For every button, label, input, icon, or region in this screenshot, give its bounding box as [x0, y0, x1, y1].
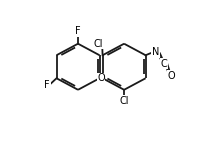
Text: O: O [167, 71, 175, 81]
Text: Cl: Cl [119, 96, 129, 106]
Text: F: F [44, 80, 50, 90]
Text: O: O [97, 73, 105, 83]
Text: Cl: Cl [94, 39, 104, 49]
Text: C: C [161, 59, 167, 69]
Text: N: N [152, 47, 159, 57]
Text: F: F [75, 26, 81, 36]
